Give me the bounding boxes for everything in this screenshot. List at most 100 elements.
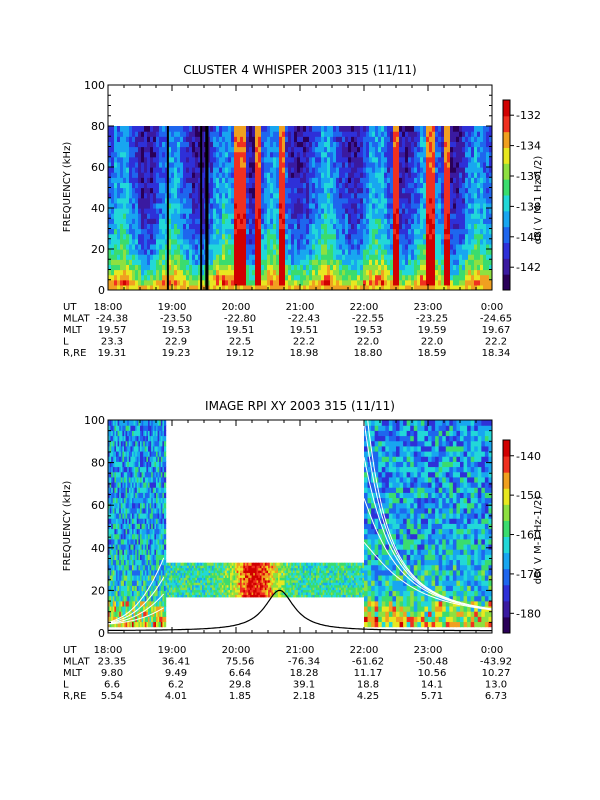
heatmap-cell bbox=[315, 284, 319, 290]
heatmap-cell bbox=[432, 279, 436, 286]
heatmap-cell bbox=[124, 481, 127, 488]
heatmap-cell bbox=[312, 279, 316, 286]
heatmap-cell bbox=[138, 126, 142, 132]
heatmap-cell bbox=[381, 264, 385, 271]
heatmap-cell bbox=[240, 146, 244, 153]
heatmap-cell bbox=[108, 574, 111, 581]
heatmap-cell bbox=[141, 136, 145, 142]
heatmap-cell bbox=[333, 141, 337, 148]
heatmap-cell bbox=[168, 136, 172, 142]
heatmap-cell bbox=[144, 131, 148, 137]
heatmap-cell bbox=[213, 228, 217, 235]
heatmap-cell bbox=[432, 136, 436, 142]
heatmap-cell bbox=[369, 279, 373, 286]
heatmap-cell bbox=[333, 126, 337, 132]
heatmap-cell bbox=[109, 518, 112, 524]
heatmap-cell bbox=[162, 233, 166, 240]
heatmap-cell bbox=[174, 254, 178, 260]
heatmap-cell bbox=[150, 151, 154, 158]
heatmap-cell bbox=[456, 187, 460, 194]
heatmap-cell bbox=[489, 187, 492, 194]
heatmap-cell bbox=[303, 264, 307, 271]
heatmap-cell bbox=[153, 177, 157, 183]
heatmap-cell bbox=[309, 172, 313, 178]
heatmap-cell bbox=[111, 141, 115, 148]
heatmap-cell bbox=[255, 228, 259, 235]
heatmap-cell bbox=[114, 202, 118, 209]
heatmap-cell bbox=[354, 177, 358, 183]
heatmap-cell bbox=[132, 279, 136, 286]
heatmap-cell bbox=[396, 136, 400, 142]
heatmap-cell bbox=[306, 151, 310, 158]
heatmap-cell bbox=[189, 254, 193, 260]
heatmap-cell bbox=[207, 284, 211, 290]
heatmap-cell bbox=[354, 238, 358, 245]
heatmap-cell bbox=[270, 208, 274, 214]
heatmap-cell bbox=[171, 131, 175, 137]
heatmap-cell bbox=[291, 259, 295, 265]
heatmap-cell bbox=[237, 177, 241, 183]
heatmap-cell bbox=[456, 243, 460, 250]
heatmap-cell bbox=[195, 192, 199, 199]
heatmap-cell bbox=[186, 218, 190, 224]
heatmap-cell bbox=[429, 274, 433, 281]
heatmap-cell bbox=[288, 177, 292, 183]
heatmap-cell bbox=[243, 284, 247, 290]
heatmap-cell bbox=[123, 243, 127, 250]
heatmap-cell bbox=[150, 249, 154, 255]
heatmap-cell bbox=[459, 182, 463, 189]
heatmap-cell bbox=[120, 213, 124, 219]
heatmap-cell bbox=[207, 146, 211, 153]
heatmap-cell bbox=[127, 420, 130, 426]
heatmap-cell bbox=[109, 466, 112, 473]
heatmap-cell bbox=[264, 151, 268, 158]
heatmap-cell bbox=[144, 243, 148, 250]
heatmap-cell bbox=[129, 284, 133, 290]
heatmap-cell bbox=[285, 141, 289, 148]
heatmap-cell bbox=[109, 507, 112, 514]
heatmap-cell bbox=[177, 243, 181, 250]
heatmap-cell bbox=[120, 208, 124, 214]
heatmap-cell bbox=[336, 218, 340, 224]
heatmap-cell bbox=[477, 126, 481, 132]
heatmap-cell bbox=[336, 243, 340, 250]
heatmap-cell bbox=[219, 264, 223, 271]
heatmap-cell bbox=[141, 264, 145, 271]
heatmap-cell bbox=[225, 136, 229, 142]
heatmap-cell bbox=[369, 192, 373, 199]
heatmap-cell bbox=[345, 274, 349, 281]
heatmap-cell bbox=[186, 141, 190, 148]
heatmap-cell bbox=[447, 208, 451, 214]
heatmap-cell bbox=[411, 172, 415, 178]
heatmap-cell bbox=[258, 192, 262, 199]
heatmap-cell bbox=[345, 249, 349, 255]
heatmap-cell bbox=[219, 156, 223, 163]
heatmap-cell bbox=[300, 172, 304, 178]
heatmap-cell bbox=[111, 476, 114, 483]
heatmap-cell bbox=[237, 182, 241, 189]
heatmap-cell bbox=[168, 259, 172, 265]
heatmap-cell bbox=[309, 238, 313, 245]
heatmap-cell bbox=[273, 223, 277, 230]
heatmap-cell bbox=[297, 182, 301, 189]
heatmap-cell bbox=[264, 269, 268, 276]
heatmap-cell bbox=[351, 167, 355, 173]
heatmap-cell bbox=[195, 264, 199, 271]
heatmap-cell bbox=[465, 208, 469, 214]
heatmap-cell bbox=[127, 445, 130, 452]
heatmap-cell bbox=[128, 450, 131, 457]
heatmap-cell bbox=[480, 233, 484, 240]
heatmap-cell bbox=[126, 213, 130, 219]
heatmap-cell bbox=[112, 600, 115, 607]
heatmap-cell bbox=[130, 430, 133, 437]
heatmap-cell bbox=[318, 192, 322, 199]
heatmap-cell bbox=[294, 161, 298, 168]
heatmap-cell bbox=[128, 595, 131, 602]
heatmap-cell bbox=[486, 254, 490, 260]
heatmap-cell bbox=[342, 223, 346, 230]
heatmap-cell bbox=[312, 182, 316, 189]
heatmap-cell bbox=[243, 136, 247, 142]
heatmap-cell bbox=[375, 243, 379, 250]
heatmap-cell bbox=[129, 182, 133, 189]
heatmap-cell bbox=[219, 213, 223, 219]
